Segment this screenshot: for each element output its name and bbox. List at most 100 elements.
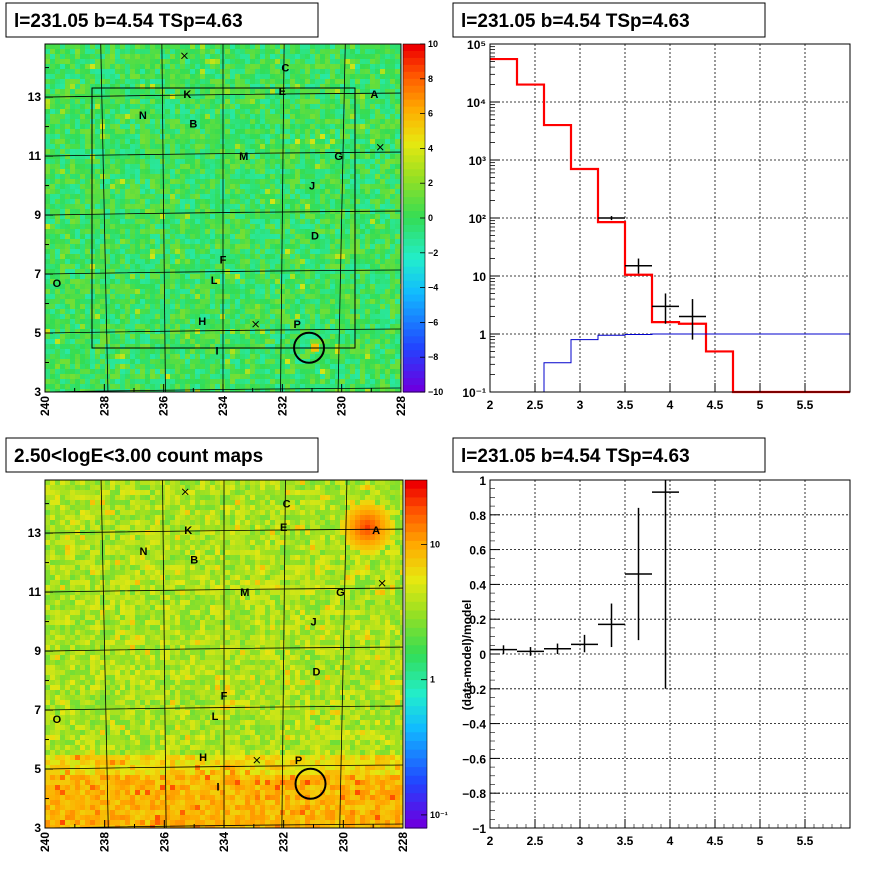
m1-pixel — [265, 244, 270, 249]
m1-pixel — [50, 259, 55, 264]
m1-pixel — [240, 119, 245, 124]
m1-pixel — [135, 314, 140, 319]
m1-pixel — [240, 234, 245, 239]
m1-pixel — [220, 334, 225, 339]
m1-pixel — [250, 369, 255, 374]
m1-pixel — [360, 199, 365, 204]
m1-pixel — [105, 279, 110, 284]
m1-pixel — [125, 149, 130, 154]
m1-pixel — [200, 294, 205, 299]
m1-pixel — [70, 314, 75, 319]
m1-pixel — [145, 249, 150, 254]
m1-pixel — [70, 89, 75, 94]
m1-pixel — [125, 349, 130, 354]
m1-pixel — [380, 329, 385, 334]
m1-pixel — [295, 364, 300, 369]
m1-pixel — [95, 69, 100, 74]
m1-pixel — [265, 104, 270, 109]
m1-pixel — [125, 324, 130, 329]
m1-pixel — [85, 349, 90, 354]
m1-pixel — [45, 339, 50, 344]
m1-pixel — [150, 169, 155, 174]
m1-pixel — [135, 139, 140, 144]
m1-pixel — [205, 224, 210, 229]
m1-pixel — [320, 294, 325, 299]
m1-pixel — [235, 254, 240, 259]
m1-pixel — [65, 314, 70, 319]
m1-pixel — [75, 99, 80, 104]
m1-pixel — [260, 264, 265, 269]
m1-pixel — [395, 284, 400, 289]
m1-pixel — [375, 224, 380, 229]
m1-pixel — [325, 169, 330, 174]
m1-pixel — [60, 129, 65, 134]
m1-pixel — [70, 84, 75, 89]
m1-pixel — [160, 224, 165, 229]
m1-pixel — [315, 379, 320, 384]
m1-pixel — [355, 154, 360, 159]
m1-pixel — [45, 44, 50, 49]
m1-pixel — [225, 304, 230, 309]
m1-pixel — [195, 244, 200, 249]
m1-pixel — [290, 269, 295, 274]
m1-pixel — [305, 79, 310, 84]
m1-pixel — [270, 204, 275, 209]
m1-pixel — [120, 324, 125, 329]
m1-pixel — [290, 139, 295, 144]
m1-pixel — [225, 44, 230, 49]
m1-pixel — [160, 359, 165, 364]
m1-pixel — [275, 54, 280, 59]
m1-pixel — [335, 289, 340, 294]
m1-pixel — [275, 189, 280, 194]
m1-pixel — [335, 114, 340, 119]
m1-pixel — [45, 334, 50, 339]
m1-pixel — [355, 299, 360, 304]
m1-pixel — [395, 369, 400, 374]
m1-pixel — [185, 334, 190, 339]
m1-pixel — [85, 389, 90, 392]
m1-pixel — [295, 144, 300, 149]
m1-pixel — [340, 44, 345, 49]
m1-pixel — [45, 349, 50, 354]
m1-pixel — [260, 134, 265, 139]
m1-pixel — [95, 294, 100, 299]
m1-pixel — [55, 99, 60, 104]
m1-pixel — [130, 199, 135, 204]
m1-pixel — [55, 159, 60, 164]
m1-pixel — [310, 49, 315, 54]
m1-pixel — [85, 249, 90, 254]
m1-pixel — [395, 119, 400, 124]
m1-pixel — [270, 224, 275, 229]
m1-pixel — [305, 244, 310, 249]
m1-pixel — [205, 289, 210, 294]
m1-pixel — [140, 244, 145, 249]
m1-pixel — [335, 294, 340, 299]
m1-pixel — [190, 109, 195, 114]
m1-pixel — [375, 194, 380, 199]
m1-pixel — [305, 354, 310, 359]
m1-pixel — [80, 209, 85, 214]
m1-pixel — [180, 229, 185, 234]
m1-pixel — [155, 214, 160, 219]
m1-pixel — [300, 189, 305, 194]
m1-pixel — [145, 279, 150, 284]
m1-pixel — [145, 364, 150, 369]
m1-pixel — [130, 289, 135, 294]
m1-pixel — [345, 44, 350, 49]
m1-pixel — [395, 249, 400, 254]
m1-pixel — [385, 114, 390, 119]
m1-pixel — [50, 344, 55, 349]
m1-pixel — [110, 164, 115, 169]
m1-pixel — [305, 64, 310, 69]
m1-pixel — [135, 154, 140, 159]
m1-pixel — [50, 179, 55, 184]
m1-pixel — [255, 64, 260, 69]
m1-pixel — [60, 194, 65, 199]
m1-pixel — [65, 279, 70, 284]
m1-pixel — [215, 219, 220, 224]
m1-pixel — [295, 179, 300, 184]
m1-pixel — [245, 164, 250, 169]
m1-pixel — [220, 329, 225, 334]
m1-pixel — [350, 359, 355, 364]
m1-pixel — [95, 349, 100, 354]
